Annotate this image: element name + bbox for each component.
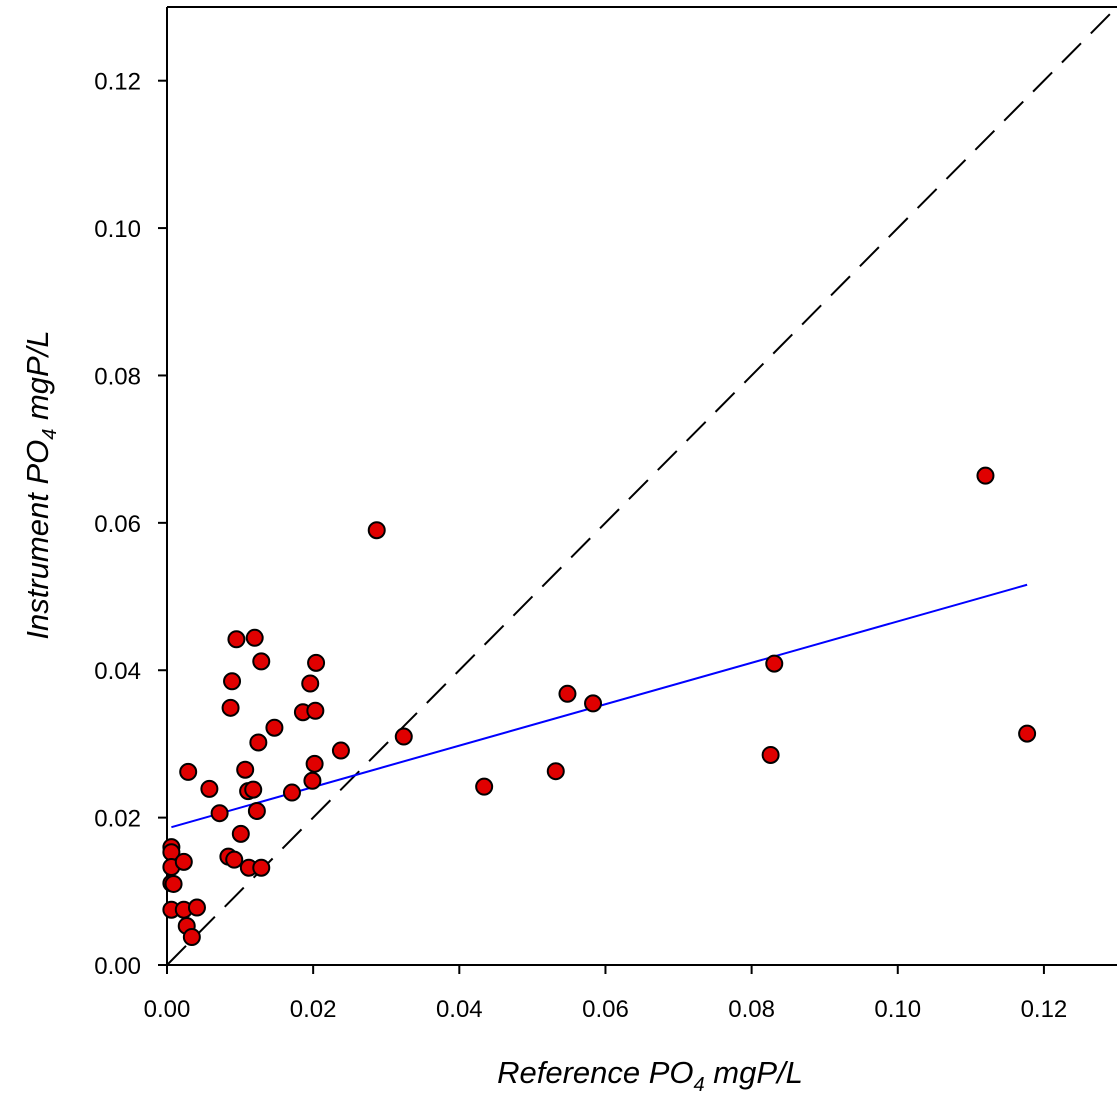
data-point <box>200 779 219 798</box>
x-axis-label: Reference PO4 mgP/L <box>497 1055 803 1094</box>
data-point <box>1018 724 1037 743</box>
x-tick-label: 0.00 <box>144 996 191 1023</box>
y-tick-label: 0.06 <box>94 511 141 538</box>
x-tick-label: 0.04 <box>436 996 483 1023</box>
axes-frame <box>158 6 1117 974</box>
reference-lines <box>166 6 1117 966</box>
data-point <box>558 684 577 703</box>
data-point <box>182 927 201 946</box>
data-point <box>225 850 244 869</box>
data-point <box>265 718 284 737</box>
data-point <box>164 874 183 893</box>
data-point <box>252 652 271 671</box>
data-point <box>174 852 193 871</box>
data-point <box>249 733 268 752</box>
data-point <box>546 762 565 781</box>
data-point <box>179 762 198 781</box>
y-axis-label: Instrument PO4 mgP/L <box>20 330 61 639</box>
x-tick-label: 0.02 <box>290 996 337 1023</box>
data-point <box>976 466 995 485</box>
y-tick-label: 0.08 <box>94 363 141 390</box>
data-point <box>367 521 386 540</box>
data-point <box>244 780 263 799</box>
data-point <box>247 801 266 820</box>
data-point <box>223 672 242 691</box>
x-tick-label: 0.06 <box>582 996 629 1023</box>
tick-labels: 0.00 0.02 0.04 0.06 0.08 0.10 0.12 0.00 0.02 0.04… <box>94 69 1067 1023</box>
data-point <box>331 741 350 760</box>
data-point <box>210 804 229 823</box>
data-point <box>236 760 255 779</box>
data-point <box>761 745 780 764</box>
data-point <box>394 727 413 746</box>
data-points <box>162 466 1037 946</box>
data-point <box>221 698 240 717</box>
data-point <box>584 694 603 713</box>
y-tick-label: 0.04 <box>94 658 141 685</box>
data-point <box>306 701 325 720</box>
x-tick-label: 0.08 <box>728 996 775 1023</box>
y-tick-label: 0.02 <box>94 806 141 833</box>
identity-line <box>166 6 1117 966</box>
data-point <box>245 628 264 647</box>
data-point <box>231 824 250 843</box>
data-point <box>307 653 326 672</box>
x-tick-label: 0.12 <box>1021 996 1068 1023</box>
data-point <box>303 771 322 790</box>
data-point <box>227 630 246 649</box>
data-point <box>187 898 206 917</box>
y-tick-label: 0.00 <box>94 953 141 980</box>
data-point <box>475 777 494 796</box>
x-tick-label: 0.10 <box>874 996 921 1023</box>
data-point <box>305 754 324 773</box>
data-point <box>282 783 301 802</box>
y-tick-label: 0.12 <box>94 69 141 96</box>
data-point <box>765 654 784 673</box>
data-point <box>252 858 271 877</box>
data-point <box>301 674 320 693</box>
y-tick-label: 0.10 <box>94 216 141 243</box>
